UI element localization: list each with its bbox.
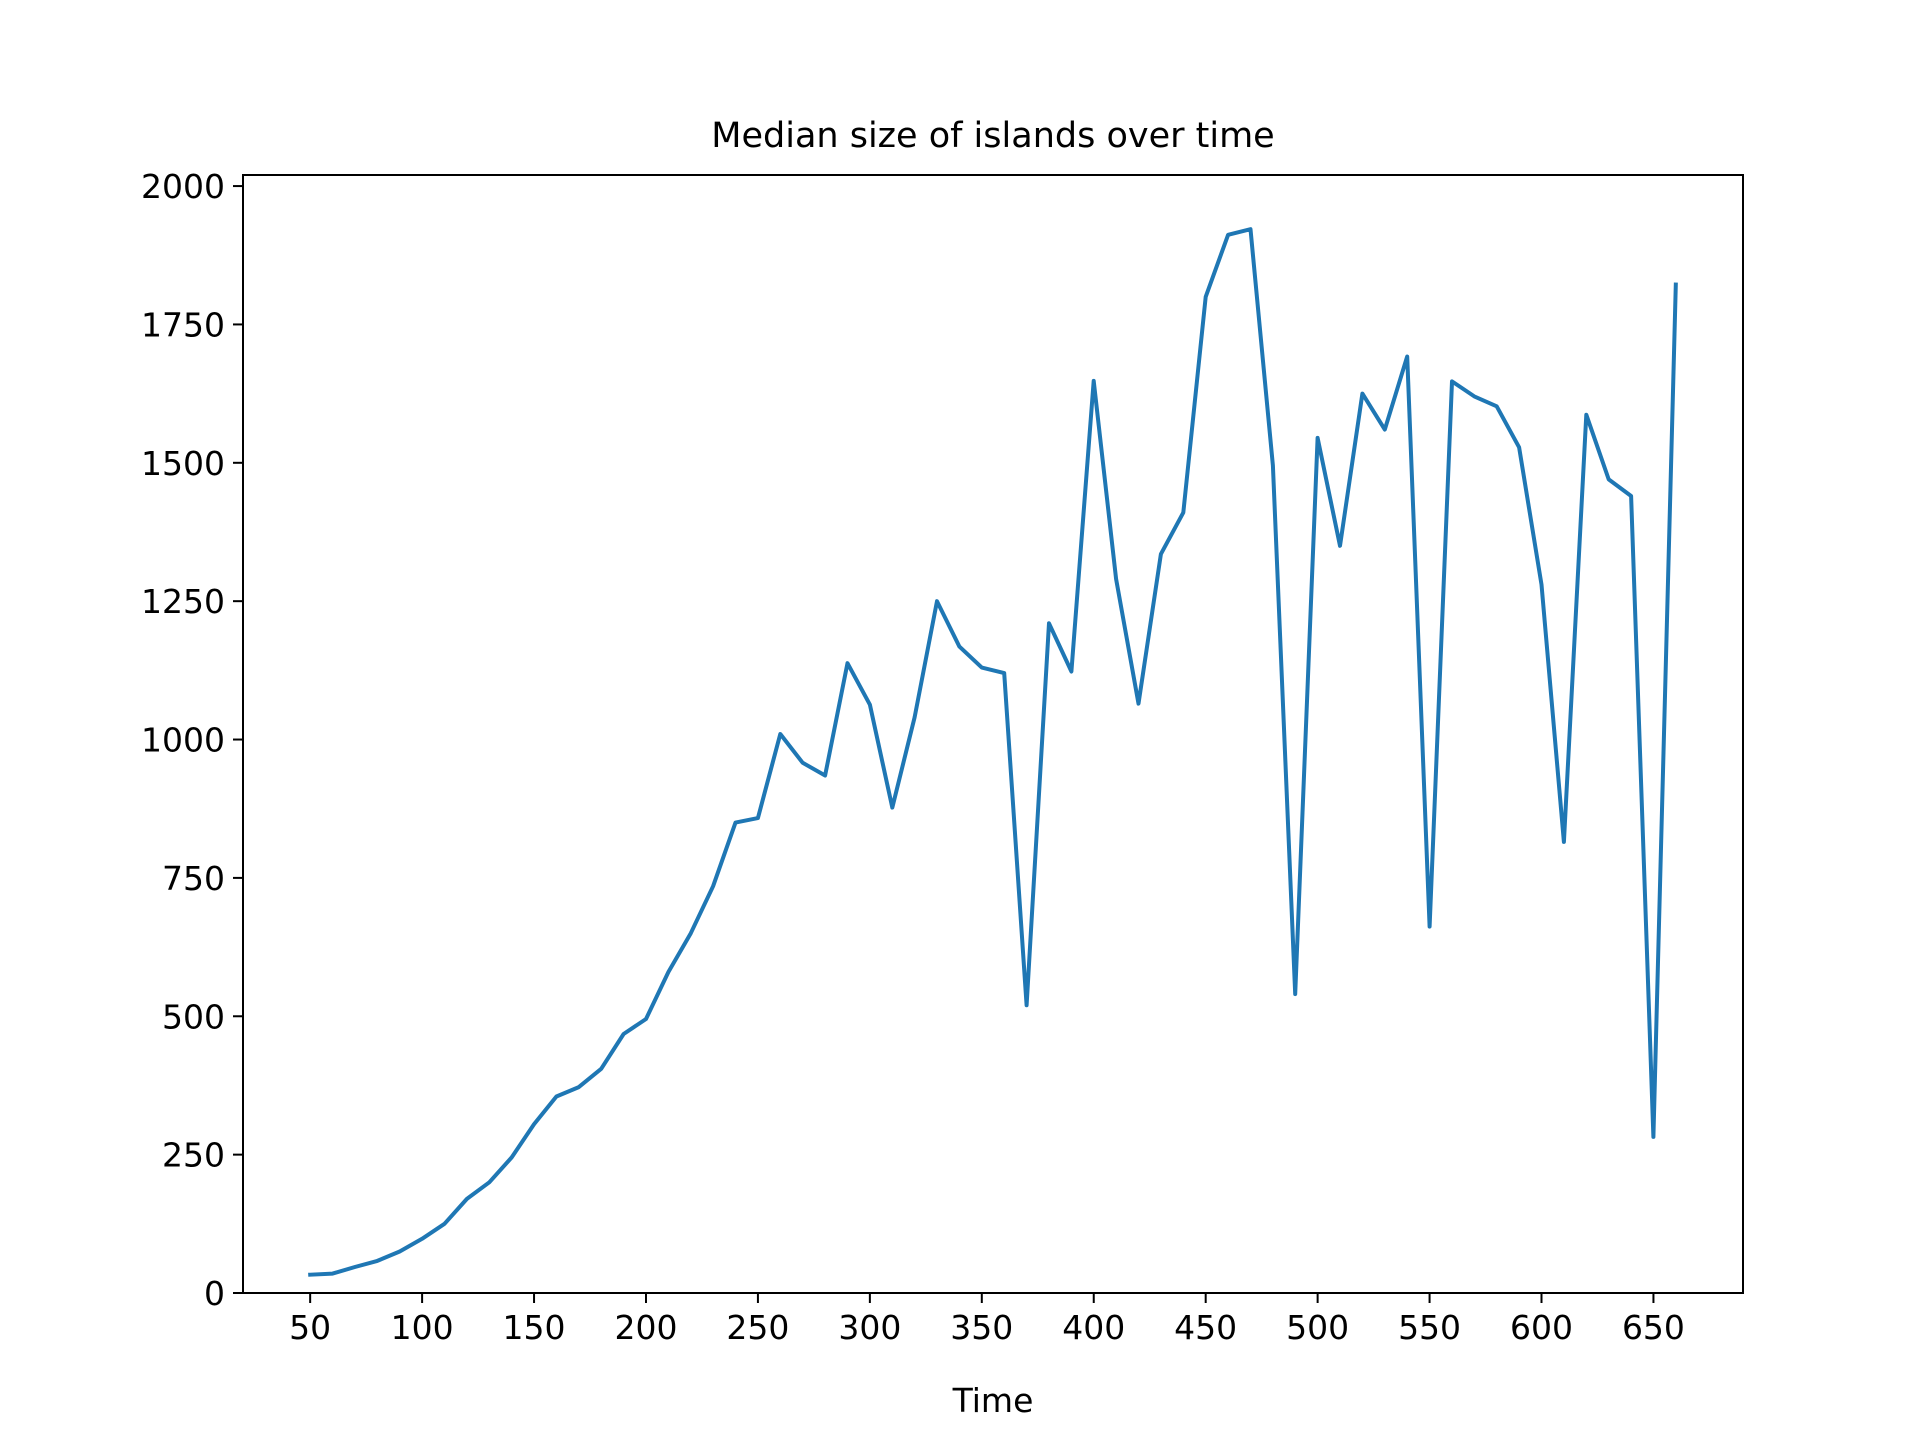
x-tick-label: 300 (838, 1308, 901, 1347)
y-tick-label: 750 (162, 859, 225, 898)
y-tick-label: 1000 (141, 721, 225, 760)
y-tick-label: 500 (162, 997, 225, 1036)
x-tick-label: 500 (1286, 1308, 1349, 1347)
x-axis-label: Time (952, 1381, 1034, 1420)
x-tick-label: 100 (391, 1308, 454, 1347)
y-tick-label: 1750 (141, 305, 225, 344)
y-tick-label: 1250 (141, 582, 225, 621)
chart-title: Median size of islands over time (711, 116, 1274, 156)
y-tick-label: 0 (204, 1274, 225, 1313)
x-tick-label: 650 (1622, 1308, 1685, 1347)
y-tick-label: 2000 (141, 167, 225, 206)
x-tick-label: 200 (614, 1308, 677, 1347)
x-tick-label: 250 (726, 1308, 789, 1347)
y-tick-label: 250 (162, 1136, 225, 1175)
x-tick-label: 550 (1398, 1308, 1461, 1347)
x-tick-label: 50 (289, 1308, 331, 1347)
y-tick-label: 1500 (141, 444, 225, 483)
x-tick-label: 350 (950, 1308, 1013, 1347)
x-tick-label: 600 (1510, 1308, 1573, 1347)
x-tick-label: 450 (1174, 1308, 1237, 1347)
x-tick-label: 400 (1062, 1308, 1125, 1347)
x-tick-label: 150 (503, 1308, 566, 1347)
